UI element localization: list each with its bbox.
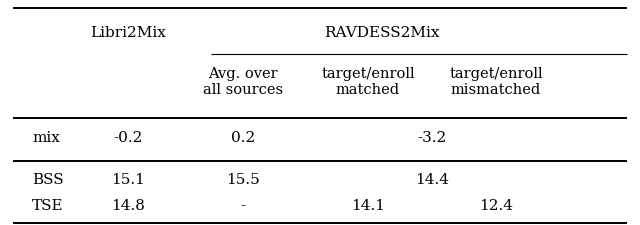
Text: -: -	[241, 199, 246, 213]
Text: mix: mix	[32, 131, 60, 145]
Text: RAVDESS2Mix: RAVDESS2Mix	[324, 26, 440, 40]
Text: target/enroll
matched: target/enroll matched	[321, 67, 415, 97]
Text: Libri2Mix: Libri2Mix	[90, 26, 166, 40]
Text: Avg. over
all sources: Avg. over all sources	[203, 67, 284, 97]
Text: target/enroll
mismatched: target/enroll mismatched	[449, 67, 543, 97]
Text: 14.4: 14.4	[415, 173, 449, 187]
Text: 15.1: 15.1	[111, 173, 145, 187]
Text: -3.2: -3.2	[417, 131, 447, 145]
Text: 15.5: 15.5	[227, 173, 260, 187]
Text: TSE: TSE	[32, 199, 63, 213]
Text: 0.2: 0.2	[231, 131, 255, 145]
Text: 14.8: 14.8	[111, 199, 145, 213]
Text: 12.4: 12.4	[479, 199, 513, 213]
Text: -0.2: -0.2	[113, 131, 143, 145]
Text: 14.1: 14.1	[351, 199, 385, 213]
Text: BSS: BSS	[32, 173, 63, 187]
